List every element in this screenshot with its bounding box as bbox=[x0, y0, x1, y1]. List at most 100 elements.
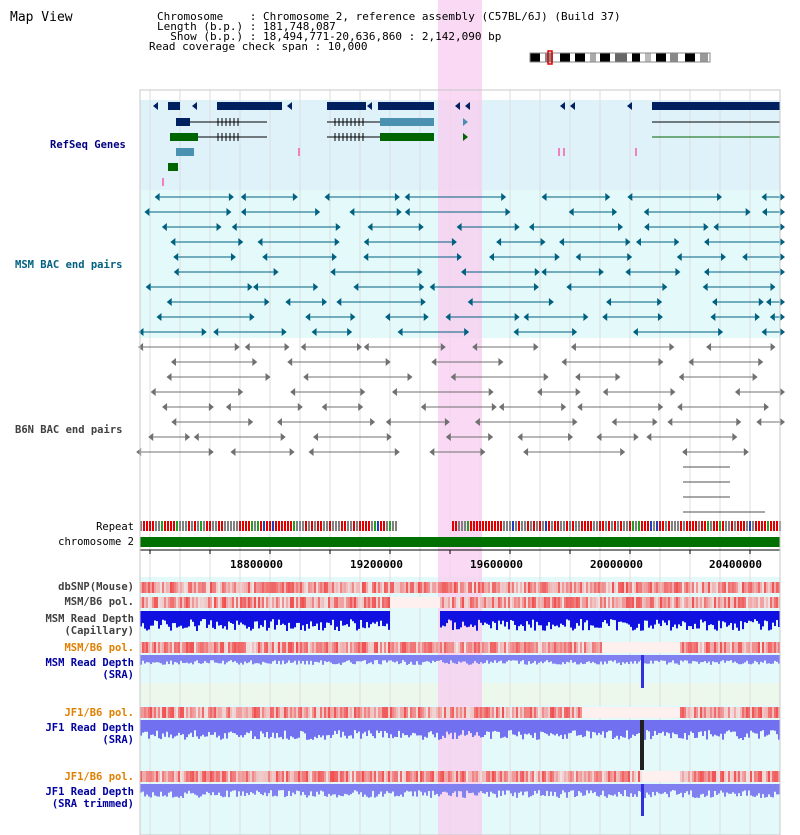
repeat-mark bbox=[566, 521, 568, 531]
heat-cell bbox=[182, 771, 184, 782]
heat-cell bbox=[408, 642, 410, 653]
depth-bar bbox=[648, 784, 650, 795]
heat-cell bbox=[260, 597, 262, 608]
b6n-bac-pair-end bbox=[736, 418, 742, 426]
msm-bac-pair-end bbox=[598, 268, 604, 276]
depth-bar bbox=[338, 611, 340, 631]
depth-bar bbox=[660, 611, 662, 627]
depth-bar bbox=[388, 784, 390, 793]
depth-bar bbox=[496, 784, 498, 798]
ideogram-band bbox=[670, 53, 678, 62]
repeat-mark bbox=[164, 521, 166, 531]
depth-bar bbox=[684, 720, 686, 733]
heat-cell bbox=[482, 597, 484, 608]
heat-cell bbox=[326, 707, 328, 718]
heat-cell bbox=[146, 642, 148, 653]
depth-bar bbox=[302, 784, 304, 792]
heat-cell bbox=[540, 642, 542, 653]
heat-cell bbox=[742, 582, 744, 593]
depth-bar bbox=[396, 784, 398, 796]
depth-bar bbox=[178, 611, 180, 627]
heat-cell bbox=[352, 597, 354, 608]
depth-bar bbox=[450, 611, 452, 621]
heat-cell bbox=[380, 642, 382, 653]
heat-cell bbox=[204, 582, 206, 593]
heat-cell bbox=[676, 642, 678, 653]
heat-cell bbox=[150, 642, 152, 653]
repeat-mark bbox=[377, 521, 379, 531]
heat-cell bbox=[544, 707, 546, 718]
heat-cell bbox=[638, 707, 640, 718]
depth-bar bbox=[740, 784, 742, 796]
depth-bar bbox=[228, 784, 230, 798]
heat-cell bbox=[500, 582, 502, 593]
heat-cell bbox=[350, 582, 352, 593]
heat-cell bbox=[332, 597, 334, 608]
heat-cell bbox=[584, 771, 586, 782]
heat-cell bbox=[564, 597, 566, 608]
heat-cell bbox=[236, 582, 238, 593]
heat-cell bbox=[218, 582, 220, 593]
b6n-bac-label[interactable]: B6N BAC end pairs bbox=[15, 424, 123, 436]
heat-cell bbox=[264, 771, 266, 782]
heat-cell bbox=[716, 642, 718, 653]
repeat-mark bbox=[611, 521, 613, 531]
depth-bar bbox=[318, 611, 320, 630]
msm-bac-pair-end bbox=[489, 253, 495, 261]
depth-bar bbox=[538, 611, 540, 626]
repeat-mark bbox=[167, 521, 169, 531]
axis-tick-label: 19600000 bbox=[470, 558, 523, 571]
depth-bar bbox=[286, 784, 288, 797]
gene-mark bbox=[635, 148, 637, 156]
heat-cell bbox=[668, 582, 670, 593]
heat-cell bbox=[664, 707, 666, 718]
depth-bar bbox=[316, 784, 318, 792]
depth-bar bbox=[568, 784, 570, 793]
heat-cell bbox=[510, 597, 512, 608]
heat-cell bbox=[596, 582, 598, 593]
depth-bar bbox=[496, 655, 498, 663]
depth-bar bbox=[378, 784, 380, 795]
heat-cell bbox=[444, 707, 446, 718]
depth-bar bbox=[288, 611, 290, 623]
heat-cell bbox=[702, 707, 704, 718]
heat-cell bbox=[460, 597, 462, 608]
heat-cell bbox=[542, 597, 544, 608]
depth-bar bbox=[724, 655, 726, 663]
heat-cell bbox=[730, 771, 732, 782]
heat-cell bbox=[584, 597, 586, 608]
heat-cell bbox=[538, 582, 540, 593]
heat-cell bbox=[236, 597, 238, 608]
heat-cell bbox=[690, 642, 692, 653]
depth-bar bbox=[750, 611, 752, 622]
depth-bar bbox=[476, 784, 478, 796]
chromosome-info: Chromosome : Chromosome 2, reference ass… bbox=[157, 10, 621, 23]
heat-cell bbox=[482, 582, 484, 593]
depth-bar bbox=[196, 611, 198, 631]
depth-bar bbox=[374, 655, 376, 661]
heat-cell bbox=[166, 707, 168, 718]
heat-cell bbox=[272, 707, 274, 718]
heat-cell bbox=[168, 707, 170, 718]
depth-bar bbox=[562, 655, 564, 663]
depth-bar bbox=[192, 784, 194, 794]
depth-bar bbox=[220, 784, 222, 796]
depth-bar bbox=[422, 720, 424, 740]
depth-bar bbox=[226, 611, 228, 630]
depth-bar bbox=[362, 784, 364, 797]
depth-bar bbox=[526, 611, 528, 622]
refseq-genes-label[interactable]: RefSeq Genes bbox=[50, 139, 126, 151]
depth-spike bbox=[641, 655, 644, 688]
depth-bar bbox=[328, 655, 330, 662]
depth-bar bbox=[714, 784, 716, 791]
depth-bar bbox=[162, 655, 164, 665]
heat-cell bbox=[420, 707, 422, 718]
depth-bar bbox=[278, 655, 280, 661]
msm-bac-pair-end bbox=[385, 313, 391, 321]
heat-cell bbox=[470, 642, 472, 653]
heat-cell bbox=[350, 771, 352, 782]
msm-bac-label[interactable]: MSM BAC end pairs bbox=[15, 259, 123, 271]
heat-cell bbox=[142, 642, 144, 653]
depth-bar bbox=[400, 655, 402, 664]
depth-bar bbox=[326, 611, 328, 623]
